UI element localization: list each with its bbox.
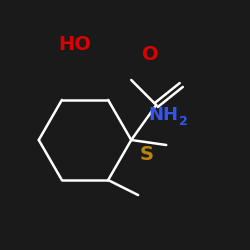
Text: 2: 2 — [179, 115, 188, 128]
Text: S: S — [139, 146, 153, 165]
Text: O: O — [142, 46, 158, 64]
Text: HO: HO — [58, 36, 92, 54]
Text: NH: NH — [149, 106, 179, 124]
